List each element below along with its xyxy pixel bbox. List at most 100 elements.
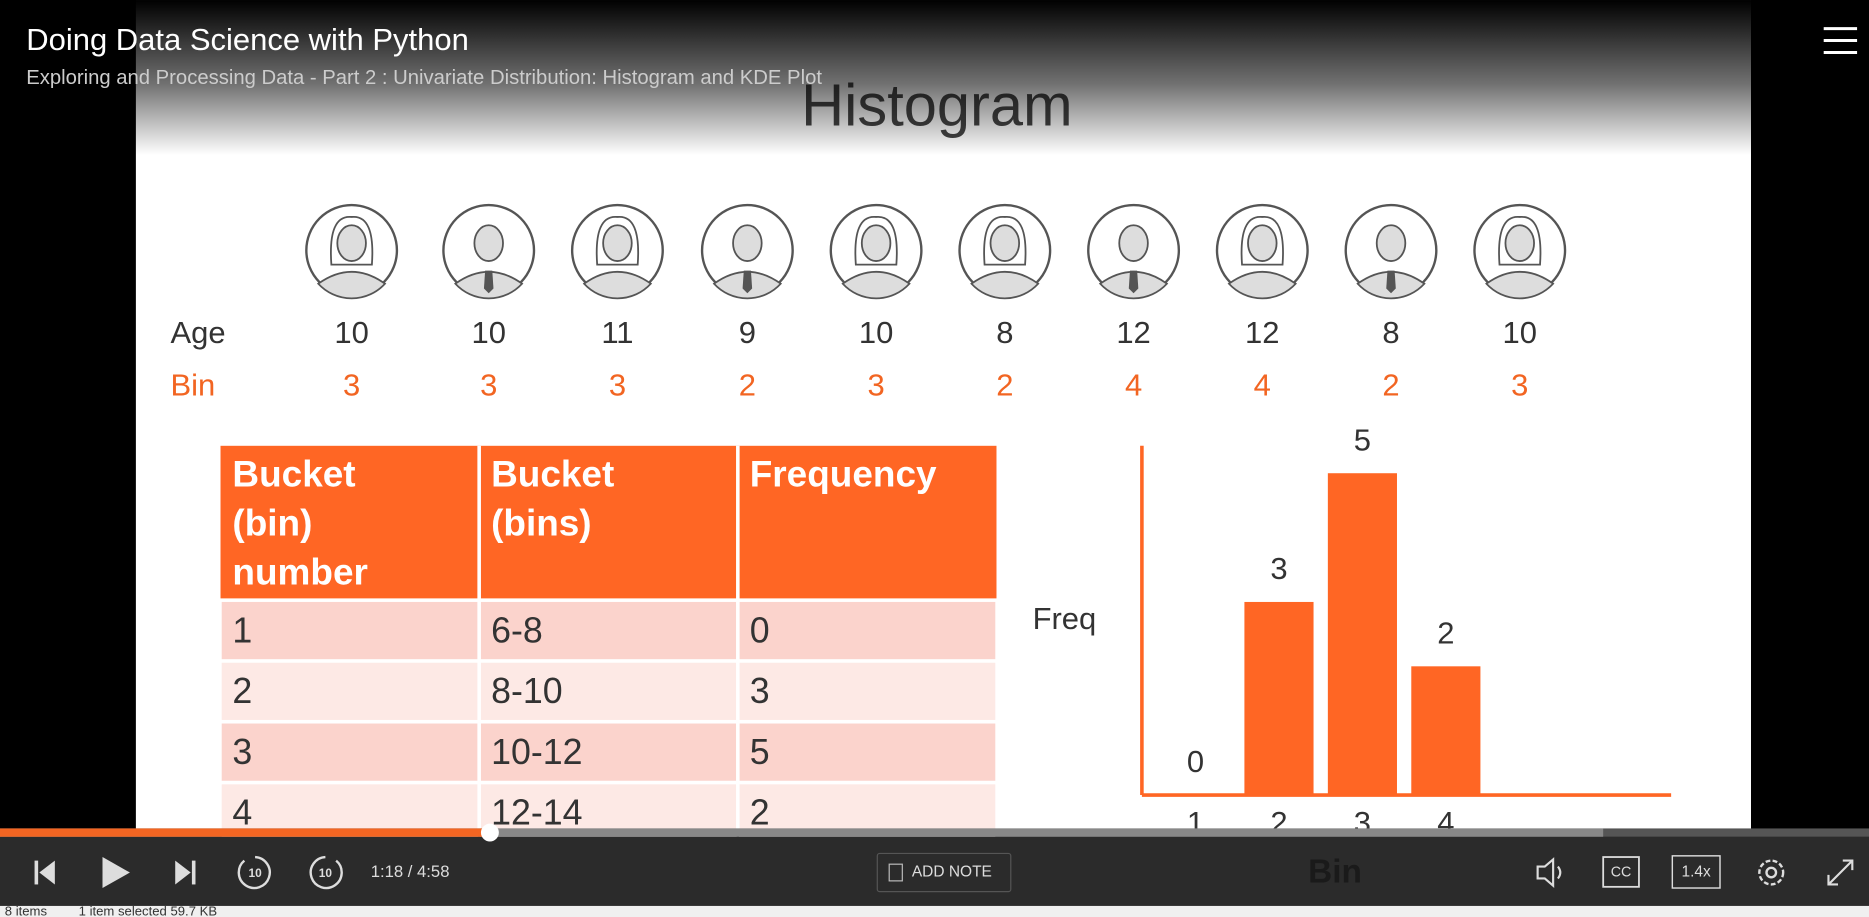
progress-buffer: [0, 828, 1604, 837]
avatar-tie: [742, 270, 753, 294]
bar: [1327, 473, 1397, 796]
table-cell: [480, 601, 737, 660]
progress-knob[interactable]: [480, 823, 499, 842]
avatar: [958, 203, 1052, 300]
avatar-head: [732, 224, 763, 262]
bin-value: 3: [867, 368, 884, 403]
cc-label: CC: [1611, 864, 1632, 880]
bin-value: 2: [1382, 368, 1399, 403]
previous-button[interactable]: [34, 860, 55, 885]
bin-value: 3: [343, 368, 360, 403]
menu-button[interactable]: [1823, 27, 1858, 54]
speed-label: 1.4x: [1682, 864, 1712, 881]
table-cell-text: 0: [750, 610, 770, 650]
progress-played: [0, 828, 490, 837]
status-bar: [0, 905, 1869, 917]
age-value: 12: [1116, 315, 1150, 350]
age-value: 8: [1382, 315, 1399, 350]
icon: [175, 860, 191, 885]
fullscreen-button[interactable]: [1827, 859, 1854, 886]
settings-button[interactable]: [1758, 859, 1785, 886]
avatar-head: [336, 224, 367, 262]
icon: [237, 855, 271, 890]
bin-label: Bin: [170, 368, 215, 403]
bin-value: 2: [739, 368, 756, 403]
age-value: 12: [1245, 315, 1279, 350]
table-cell: [739, 601, 996, 660]
table-cell-text: 2: [232, 671, 252, 711]
table-header-text: Bucket: [491, 454, 614, 495]
icon: [34, 860, 39, 885]
avatar-head: [1118, 224, 1149, 262]
avatar-head: [989, 224, 1021, 262]
bin-value: 2: [996, 368, 1013, 403]
table-cell-text: 12-14: [491, 793, 582, 833]
forward-button[interactable]: 10: [309, 855, 343, 890]
avatar-body: [1485, 271, 1555, 300]
speed-button[interactable]: 1.4x: [1671, 855, 1721, 889]
avatar-head: [1504, 224, 1535, 262]
table-header: [220, 445, 997, 599]
bar-value-label: 2: [1437, 616, 1454, 651]
player-controls: Bin 10 10 1:18 / 4:58 ADD NOTE: [0, 823, 1869, 906]
avatar: [570, 203, 664, 300]
play-button[interactable]: [102, 857, 130, 889]
bin-value: 3: [1511, 368, 1528, 403]
avatar-body: [582, 271, 653, 300]
age-value: 10: [334, 315, 368, 350]
table-cell: [480, 723, 737, 781]
table-cell-text: 10-12: [491, 732, 582, 772]
table-cell: [221, 723, 478, 781]
course-title: Doing Data Science with Python: [26, 22, 469, 57]
table-cell: [221, 601, 478, 660]
bin-value: 4: [1254, 368, 1271, 403]
table-cell-text: 4: [232, 793, 252, 833]
volume-button[interactable]: [1536, 857, 1562, 888]
avatar-head: [1247, 224, 1278, 262]
x-axis-label: Bin: [1308, 854, 1362, 891]
add-note-button[interactable]: ADD NOTE: [876, 852, 1012, 893]
icon: [39, 860, 55, 885]
avatar: [1215, 203, 1309, 300]
module-subtitle: Exploring and Processing Data - Part 2 :…: [26, 67, 822, 89]
table-cell-text: 6-8: [491, 610, 543, 650]
button-frame: [1602, 856, 1640, 888]
age-value: 10: [1503, 315, 1537, 350]
button-frame: [876, 852, 1012, 893]
age-value: 11: [601, 315, 633, 350]
status-selected: 1 item selected 59.7 KB: [79, 903, 218, 917]
y-axis-label: Freq: [1033, 601, 1097, 636]
next-button[interactable]: [175, 860, 196, 885]
bar-value-label: 3: [1270, 551, 1287, 586]
table-cell-text: 1: [232, 610, 252, 650]
avatar-body: [841, 271, 911, 300]
bar-value-label: 5: [1354, 422, 1371, 457]
avatar: [829, 203, 923, 300]
table-cell: [739, 723, 996, 781]
table-cell-text: 8-10: [491, 671, 563, 711]
age-value: 9: [739, 315, 756, 350]
avatar-body: [970, 271, 1040, 300]
add-note-label: ADD NOTE: [912, 864, 992, 881]
table-cell: [221, 662, 478, 720]
icon: [1827, 859, 1854, 886]
note-icon: [888, 863, 903, 882]
table-header-text: number: [232, 551, 367, 592]
rewind-button[interactable]: 10: [237, 855, 271, 890]
age-label: Age: [170, 315, 225, 350]
table-cell-text: 2: [750, 793, 770, 833]
bar: [1411, 666, 1481, 796]
avatar-head: [473, 224, 504, 262]
bin-value: 3: [609, 368, 626, 403]
table-cell-text: 3: [750, 671, 770, 711]
icon: [309, 855, 343, 890]
bin-value: 4: [1125, 368, 1142, 403]
cc-button[interactable]: CC: [1602, 856, 1640, 888]
icon: [1758, 859, 1785, 886]
age-value: 10: [859, 315, 893, 350]
avatar-head: [1375, 224, 1407, 262]
time-display: 1:18 / 4:58: [371, 862, 450, 881]
bar-value-label: 0: [1187, 744, 1204, 779]
avatar-body: [1227, 271, 1298, 300]
